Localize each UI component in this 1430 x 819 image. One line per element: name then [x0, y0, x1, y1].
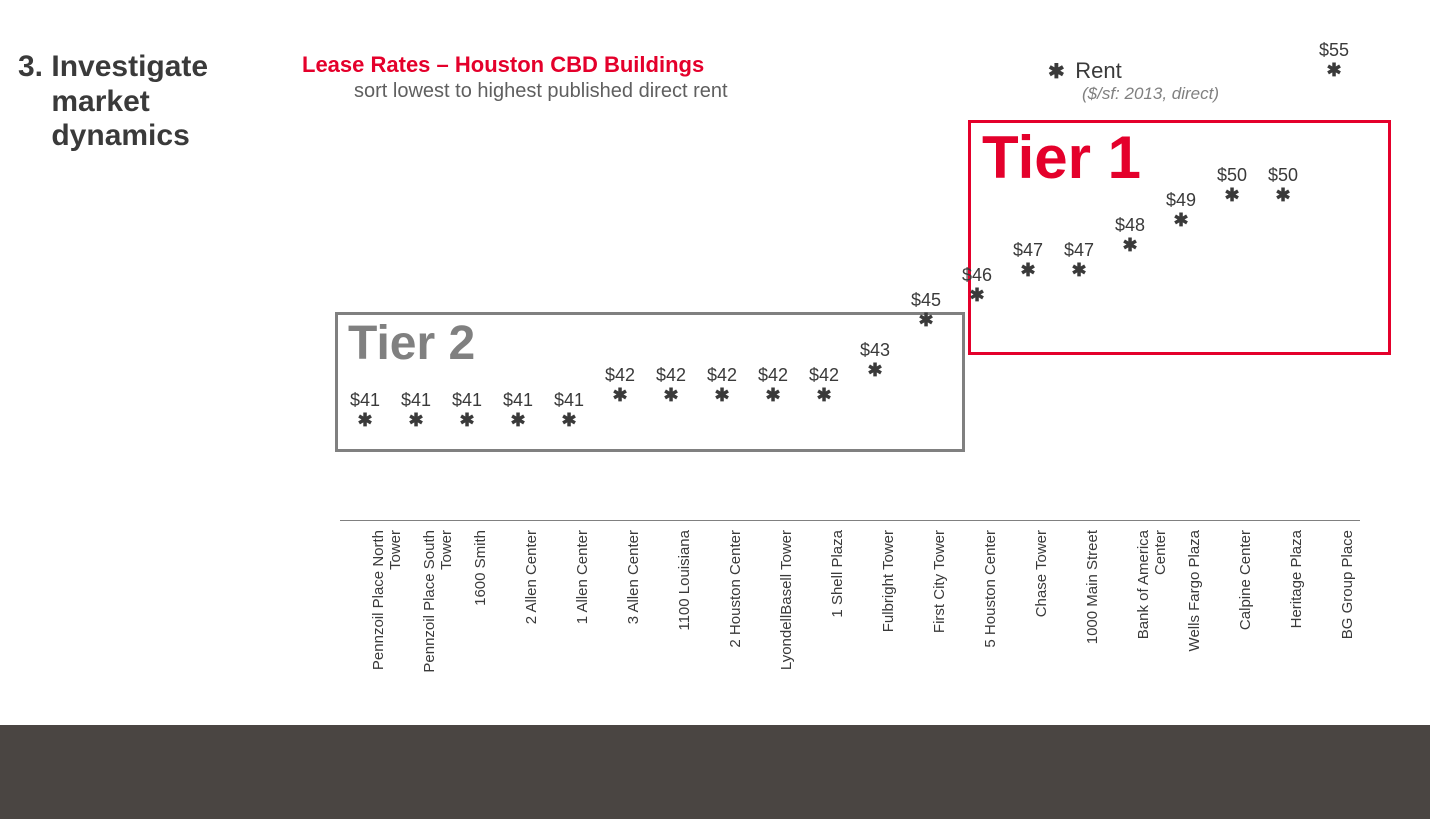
- x-axis-label: Chase Tower: [1034, 530, 1051, 675]
- x-axis-label: First City Tower: [932, 530, 949, 675]
- data-point: $48✱: [1115, 215, 1145, 254]
- data-marker-icon: ✱: [554, 411, 584, 429]
- x-axis-label: Fulbright Tower: [881, 530, 898, 675]
- slide-heading: 3. Investigate 3. market 3. dynamics: [18, 50, 208, 154]
- x-axis-label: 1600 Smith: [473, 530, 490, 675]
- x-axis-label: 1000 Main Street: [1085, 530, 1102, 675]
- data-marker-icon: ✱: [860, 361, 890, 379]
- x-axis-label: Calpine Center: [1238, 530, 1255, 675]
- data-point: $42✱: [656, 365, 686, 404]
- heading-l3: dynamics: [51, 119, 189, 152]
- legend-marker-icon: ✱: [1048, 61, 1065, 83]
- data-value: $49: [1166, 190, 1196, 211]
- x-axis-label: 5 Houston Center: [983, 530, 1000, 675]
- data-marker-icon: ✱: [1013, 261, 1043, 279]
- data-point: $42✱: [758, 365, 788, 404]
- data-point: $42✱: [605, 365, 635, 404]
- footer-band: [0, 725, 1430, 819]
- data-marker-icon: ✱: [809, 386, 839, 404]
- legend-sublabel: ($/sf: 2013, direct): [1082, 84, 1219, 104]
- data-point: $41✱: [401, 390, 431, 429]
- data-marker-icon: ✱: [605, 386, 635, 404]
- data-value: $43: [860, 340, 890, 361]
- data-marker-icon: ✱: [656, 386, 686, 404]
- x-axis-label: 2 Allen Center: [524, 530, 541, 675]
- x-axis-label: 1 Shell Plaza: [830, 530, 847, 675]
- data-marker-icon: ✱: [1217, 186, 1247, 204]
- x-axis-label: 2 Houston Center: [728, 530, 745, 675]
- data-value: $42: [809, 365, 839, 386]
- data-value: $41: [350, 390, 380, 411]
- data-point: $55✱: [1319, 40, 1349, 79]
- x-axis-label: BG Group Place: [1340, 530, 1357, 675]
- data-value: $48: [1115, 215, 1145, 236]
- data-point: $50✱: [1268, 165, 1298, 204]
- x-axis-label: Pennzoil Place South Tower: [422, 530, 455, 675]
- data-value: $42: [605, 365, 635, 386]
- x-axis-label: LyondellBasell Tower: [779, 530, 796, 675]
- heading-l2: market: [51, 85, 149, 118]
- data-point: $47✱: [1013, 240, 1043, 279]
- data-point: $49✱: [1166, 190, 1196, 229]
- heading-number: 3.: [18, 50, 43, 83]
- x-axis-label: 1100 Louisiana: [677, 530, 694, 675]
- x-axis-label: Wells Fargo Plaza: [1187, 530, 1204, 675]
- data-value: $42: [758, 365, 788, 386]
- x-axis-label: Bank of America Center: [1136, 530, 1169, 675]
- data-marker-icon: ✱: [1319, 61, 1349, 79]
- data-marker-icon: ✱: [452, 411, 482, 429]
- legend-label: Rent: [1075, 58, 1121, 83]
- data-point: $46✱: [962, 265, 992, 304]
- data-point: $41✱: [350, 390, 380, 429]
- data-point: $42✱: [809, 365, 839, 404]
- data-point: $43✱: [860, 340, 890, 379]
- x-axis-label: Pennzoil Place North Tower: [371, 530, 404, 675]
- data-marker-icon: ✱: [758, 386, 788, 404]
- data-marker-icon: ✱: [1166, 211, 1196, 229]
- chart-title: Lease Rates – Houston CBD Buildings: [302, 52, 704, 78]
- chart-subtitle: sort lowest to highest published direct …: [354, 80, 728, 103]
- data-point: $45✱: [911, 290, 941, 329]
- data-point: $41✱: [503, 390, 533, 429]
- data-marker-icon: ✱: [1064, 261, 1094, 279]
- data-value: $50: [1268, 165, 1298, 186]
- data-value: $41: [554, 390, 584, 411]
- x-axis-label: 3 Allen Center: [626, 530, 643, 675]
- tier-label: Tier 1: [982, 128, 1141, 188]
- data-value: $42: [707, 365, 737, 386]
- data-marker-icon: ✱: [503, 411, 533, 429]
- data-marker-icon: ✱: [962, 286, 992, 304]
- data-value: $41: [401, 390, 431, 411]
- data-value: $41: [503, 390, 533, 411]
- data-marker-icon: ✱: [350, 411, 380, 429]
- data-marker-icon: ✱: [1115, 236, 1145, 254]
- data-value: $41: [452, 390, 482, 411]
- data-value: $47: [1064, 240, 1094, 261]
- data-point: $41✱: [554, 390, 584, 429]
- chart-legend: ✱ Rent: [1048, 58, 1122, 84]
- data-point: $47✱: [1064, 240, 1094, 279]
- data-value: $50: [1217, 165, 1247, 186]
- data-marker-icon: ✱: [707, 386, 737, 404]
- tier-label: Tier 2: [348, 320, 475, 368]
- x-axis-label: 1 Allen Center: [575, 530, 592, 675]
- data-point: $41✱: [452, 390, 482, 429]
- data-point: $42✱: [707, 365, 737, 404]
- x-axis-label: Heritage Plaza: [1289, 530, 1306, 675]
- data-marker-icon: ✱: [911, 311, 941, 329]
- data-value: $46: [962, 265, 992, 286]
- data-point: $50✱: [1217, 165, 1247, 204]
- data-value: $47: [1013, 240, 1043, 261]
- data-marker-icon: ✱: [1268, 186, 1298, 204]
- x-axis: [340, 520, 1360, 521]
- data-marker-icon: ✱: [401, 411, 431, 429]
- data-value: $55: [1319, 40, 1349, 61]
- heading-l1: Investigate: [51, 50, 208, 83]
- data-value: $45: [911, 290, 941, 311]
- data-value: $42: [656, 365, 686, 386]
